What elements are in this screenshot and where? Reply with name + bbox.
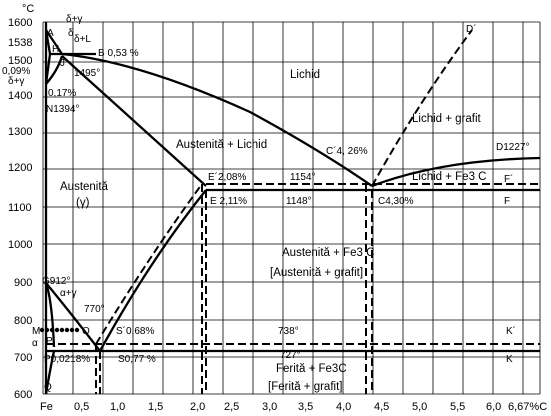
point-0-09: 0,09% xyxy=(2,66,30,77)
region-austenita-gamma: (γ) xyxy=(76,197,90,209)
point-s: S0,77 % xyxy=(118,354,156,365)
y-tick-700: 700 xyxy=(14,352,32,364)
point-p-prime: P´ xyxy=(46,335,56,347)
region-lichid: Lichid xyxy=(290,69,320,81)
region-austenita: Austenită xyxy=(60,181,109,193)
region-alpha-gamma: α+γ xyxy=(60,288,77,299)
y-tick-1000: 1000 xyxy=(8,239,32,251)
x-tick-5-0: 5,0 xyxy=(412,401,427,413)
x-tick-1-0: 1,0 xyxy=(110,401,125,413)
point-f-prime: F´ xyxy=(504,173,513,185)
point-e-prime: E´2,08% xyxy=(208,171,246,183)
point-770: 770° xyxy=(84,304,105,315)
point-h: H xyxy=(52,44,59,55)
point-738: 738° xyxy=(278,326,299,337)
x-axis-labels: Fe 0,5 1,0 1,5 2,0 2,5 3,0 3,5 4,0 4,5 5… xyxy=(40,401,547,413)
liquidus-line-cd xyxy=(371,156,541,188)
y-tick-1600: 1600 xyxy=(8,17,32,29)
dashed-stable-lines xyxy=(46,29,540,394)
point-d-prime: D´ xyxy=(466,23,477,35)
point-o: O xyxy=(82,326,90,337)
region-austenita-grafit: [Austenită + grafit] xyxy=(270,267,363,279)
point-d: D1227° xyxy=(496,142,529,153)
point-q: Q xyxy=(44,382,52,393)
point-f: F xyxy=(504,196,510,207)
y-tick-600: 600 xyxy=(14,389,32,401)
region-delta: δ xyxy=(68,28,74,39)
x-tick-2-5: 2,5 xyxy=(224,401,239,413)
x-tick-6-67: 6,67%C xyxy=(508,401,547,413)
region-labels: Lichid Lichid + grafit Austenită + Lichi… xyxy=(8,14,486,393)
point-727: 727° xyxy=(280,350,301,361)
y-tick-900: 900 xyxy=(14,277,32,289)
y-axis-labels: °C 1600 1538 1500 1400 1300 1200 1100 10… xyxy=(8,3,34,401)
point-1148: 1148° xyxy=(286,196,312,207)
x-tick-0-5: 0,5 xyxy=(74,401,89,413)
point-labels: A H J B 0,53 % N1394° 1495° 0,09% 0,17% … xyxy=(2,23,529,393)
point-p: P0,0218% xyxy=(44,354,90,365)
point-k-prime: K´ xyxy=(506,325,516,337)
dashed-liquidus-cd-prime xyxy=(371,29,473,187)
y-tick-1538: 1538 xyxy=(8,37,32,49)
point-c-prime: C´4, 26% xyxy=(326,145,368,157)
x-tick-1-5: 1,5 xyxy=(148,401,163,413)
region-lichid-grafit: Lichid + grafit xyxy=(412,113,482,125)
x-tick-5-5: 5,5 xyxy=(450,401,465,413)
point-n: N1394° xyxy=(46,104,79,115)
liquidus-line-abc xyxy=(45,29,373,187)
delta-boundary-jn xyxy=(45,55,64,85)
point-a: A xyxy=(47,28,54,39)
acm-line-se xyxy=(98,189,207,352)
x-tick-4-0: 4,0 xyxy=(336,401,351,413)
region-austenita-fe3c: Austenită + Fe3 C xyxy=(282,247,374,259)
x-tick-fe: Fe xyxy=(40,401,53,413)
region-delta-gamma-top: δ+γ xyxy=(66,14,82,25)
region-delta-gamma-left: δ+γ xyxy=(8,76,24,87)
point-1154: 1154° xyxy=(290,172,316,183)
point-1495: 1495° xyxy=(74,68,100,79)
point-j: J xyxy=(60,58,65,69)
point-k: K xyxy=(506,354,513,365)
dashed-acm-line xyxy=(95,183,203,345)
y-tick-1500: 1500 xyxy=(8,55,32,67)
x-tick-3-0: 3,0 xyxy=(262,401,277,413)
magnetic-transition-dots xyxy=(39,327,80,333)
y-axis-unit: °C xyxy=(22,3,34,15)
x-tick-2-0: 2,0 xyxy=(190,401,205,413)
x-tick-6-0: 6,0 xyxy=(486,401,501,413)
point-m: M xyxy=(32,326,40,337)
x-tick-4-5: 4,5 xyxy=(374,401,389,413)
point-e: E 2,11% xyxy=(210,196,247,207)
y-tick-1100: 1100 xyxy=(8,202,32,214)
point-c: C4,30% xyxy=(378,196,414,207)
region-delta-l: δ+L xyxy=(74,34,91,45)
y-tick-1300: 1300 xyxy=(8,126,32,138)
y-tick-1200: 1200 xyxy=(8,162,32,174)
point-b: B 0,53 % xyxy=(98,48,139,59)
x-tick-3-5: 3,5 xyxy=(298,401,313,413)
y-tick-800: 800 xyxy=(14,315,32,327)
y-tick-1400: 1400 xyxy=(8,90,32,102)
solidus-line-je xyxy=(61,55,207,187)
point-0-17: 0,17% xyxy=(48,88,76,99)
region-lichid-fe3c: Lichid + Fe3 C xyxy=(412,171,486,183)
region-alpha: α xyxy=(32,338,38,349)
region-ferita-grafit: [Ferită + grafit] xyxy=(268,381,342,393)
region-austenita-lichid: Austenită + Lichid xyxy=(176,139,267,151)
region-ferita-fe3c: Ferită + Fe3C xyxy=(276,363,347,375)
point-s-prime: S´0,68% xyxy=(116,325,154,337)
point-g: G912° xyxy=(42,276,70,287)
grid-horizontal xyxy=(43,21,540,395)
